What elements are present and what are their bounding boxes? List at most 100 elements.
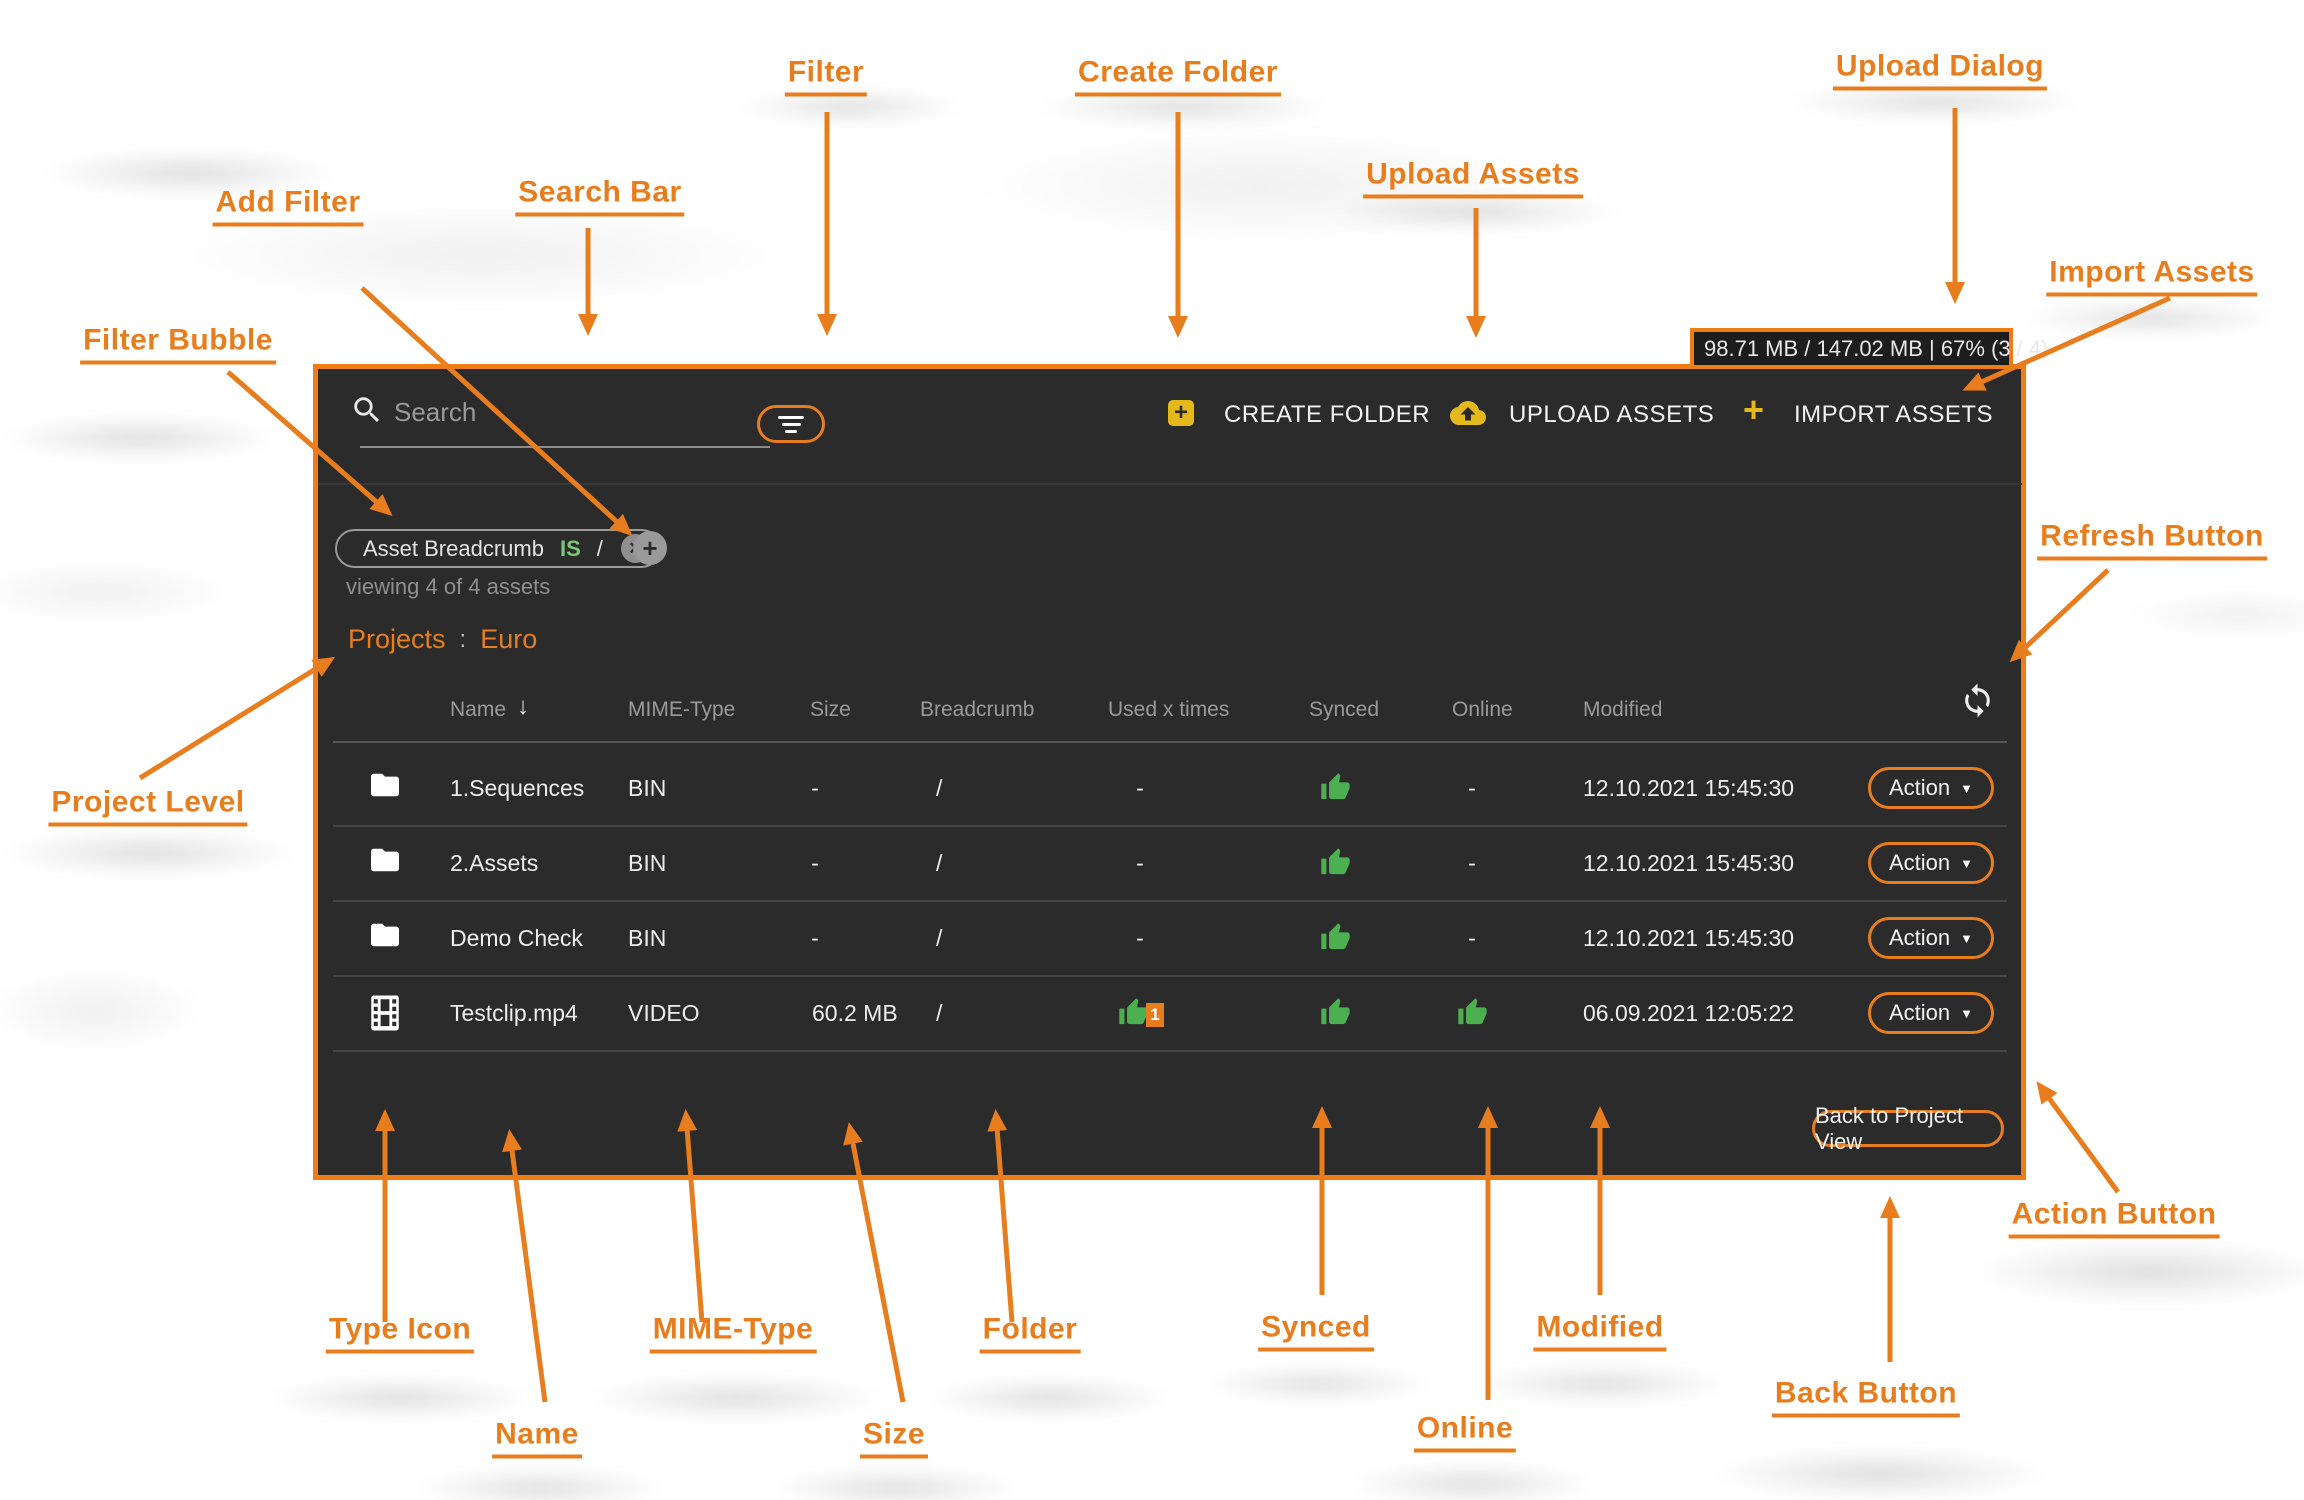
action-button[interactable]: Action ▼ [1868, 917, 1994, 959]
column-header-name[interactable]: Name [450, 698, 507, 721]
caret-down-icon: ▼ [1960, 930, 1974, 946]
filter-lines-icon [778, 412, 804, 437]
used-thumbs-up-icon [1119, 998, 1148, 1025]
cell-name[interactable]: Demo Check [450, 925, 583, 951]
annotation-filter: Filter [784, 56, 868, 97]
annotation-modified: Modified [1533, 1311, 1667, 1352]
annotation-search-bar: Search Bar [515, 176, 685, 217]
sort-arrow-icon[interactable]: ↓ [517, 693, 529, 720]
annotation-create-folder: Create Folder [1075, 56, 1281, 97]
upload-progress-dialog: 98.71 MB / 147.02 MB | 67% (3 / 4) [1690, 328, 2048, 369]
annotation-add-filter: Add Filter [212, 186, 364, 227]
online-thumbs-up-icon [1458, 998, 1487, 1025]
synced-thumbs-up-icon [1321, 923, 1350, 950]
cell-size: - [811, 775, 819, 801]
shadow-smudge [586, 1376, 886, 1420]
viewing-count-text: viewing 4 of 4 assets [346, 574, 551, 599]
shadow-smudge [925, 1378, 1175, 1418]
cell-online: - [1468, 775, 1476, 801]
shadow-smudge [1472, 1364, 1732, 1404]
action-label: Action [1888, 925, 1951, 950]
annotation-filter-bubble: Filter Bubble [80, 324, 276, 365]
annotation-action-button: Action Button [2008, 1198, 2220, 1239]
annotation-synced: Synced [1258, 1311, 1374, 1352]
annotation-type-icon: Type Icon [325, 1313, 475, 1354]
shadow-smudge [2125, 591, 2304, 639]
header-separator [333, 741, 2007, 743]
breadcrumb-projects-link[interactable]: Projects [348, 624, 446, 654]
cell-name[interactable]: 2.Assets [450, 850, 539, 876]
column-header-online[interactable]: Online [1452, 698, 1513, 721]
folder-type-icon [371, 773, 399, 797]
add-filter-button[interactable]: + [633, 531, 667, 565]
annotation-upload-dialog: Upload Dialog [1832, 50, 2048, 91]
column-header-synced[interactable]: Synced [1309, 698, 1380, 721]
annotation-upload-assets: Upload Assets [1363, 158, 1583, 199]
column-header-breadcrumb[interactable]: Breadcrumb [920, 698, 1035, 721]
annotation-online: Online [1413, 1412, 1517, 1453]
cloud-upload-icon [1450, 401, 1486, 425]
arrow-project-level [138, 656, 336, 781]
cell-name[interactable]: Testclip.mp4 [450, 1000, 578, 1026]
cell-mime: BIN [628, 850, 667, 876]
action-button[interactable]: Action ▼ [1868, 992, 1994, 1034]
upload-assets-button[interactable]: UPLOAD ASSETS [1509, 401, 1715, 428]
cell-online: - [1468, 850, 1476, 876]
upload-progress-text: 98.71 MB / 147.02 MB | 67% (3 / 4) [1704, 335, 2049, 361]
create-folder-icon: + [1168, 400, 1194, 426]
arrow-action-button [2036, 1081, 2121, 1194]
used-count-badge: 1 [1146, 1003, 1164, 1027]
row-separator [333, 900, 2007, 902]
cell-mime: BIN [628, 925, 667, 951]
column-header-used[interactable]: Used x times [1108, 698, 1230, 721]
cell-breadcrumb: / [936, 850, 943, 876]
filter-button[interactable] [757, 405, 825, 443]
filter-operator-label: IS [559, 535, 581, 561]
folder-type-icon [371, 923, 399, 947]
caret-down-icon: ▼ [1960, 855, 1974, 871]
filter-bubble-chip[interactable]: Asset Breadcrumb IS / ✕ [335, 529, 661, 568]
create-folder-button[interactable]: CREATE FOLDER [1224, 401, 1431, 428]
search-input[interactable] [394, 392, 760, 432]
cell-modified: 12.10.2021 15:45:30 [1583, 850, 1795, 876]
cell-name[interactable]: 1.Sequences [450, 775, 585, 801]
arrow-refresh-button [2009, 568, 2110, 663]
breadcrumb-separator: : [459, 625, 467, 653]
cell-size: 60.2 MB [812, 1000, 898, 1026]
cell-breadcrumb: / [936, 775, 943, 801]
back-to-project-view-button[interactable]: Back to Project View [1812, 1103, 2004, 1154]
action-label: Action [1888, 1000, 1951, 1025]
breadcrumb-current-link[interactable]: Euro [480, 624, 538, 654]
import-assets-button[interactable]: IMPORT ASSETS [1794, 401, 1994, 428]
cell-used: - [1136, 850, 1144, 876]
shadow-smudge [0, 416, 280, 460]
shadow-smudge [0, 830, 300, 876]
cell-modified: 12.10.2021 15:45:30 [1583, 925, 1795, 951]
shadow-smudge [415, 1468, 665, 1500]
shadow-smudge [0, 560, 240, 624]
action-button[interactable]: Action ▼ [1868, 842, 1994, 884]
annotation-mime-type: MIME-Type [649, 1313, 817, 1354]
cell-breadcrumb: / [936, 925, 943, 951]
column-header-size[interactable]: Size [810, 698, 851, 721]
shadow-smudge [1347, 1464, 1597, 1500]
synced-thumbs-up-icon [1321, 773, 1350, 800]
column-header-mime[interactable]: MIME-Type [628, 698, 736, 721]
shadow-smudge [1203, 1366, 1433, 1402]
refresh-icon[interactable] [1959, 682, 1996, 719]
column-header-modified[interactable]: Modified [1583, 698, 1663, 721]
action-button[interactable]: Action ▼ [1868, 767, 1994, 809]
film-type-icon [371, 995, 399, 1031]
shadow-smudge [2020, 300, 2280, 336]
shadow-smudge [1325, 193, 1625, 231]
shadow-smudge [0, 965, 205, 1055]
cell-size: - [811, 850, 819, 876]
caret-down-icon: ▼ [1960, 1005, 1974, 1021]
action-label: Action [1888, 775, 1951, 800]
asset-manager-panel [313, 364, 2026, 1180]
breadcrumb: Projects : Euro [348, 624, 537, 655]
annotation-folder: Folder [979, 1313, 1081, 1354]
shadow-smudge [770, 1468, 1020, 1500]
toolbar-separator [318, 483, 2022, 485]
